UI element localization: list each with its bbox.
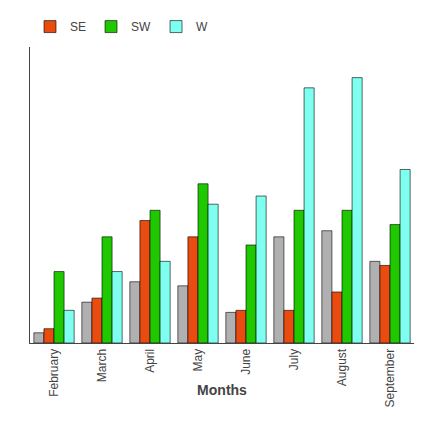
svg-text:May: May	[191, 349, 205, 372]
svg-text:SW: SW	[131, 20, 151, 34]
svg-text:April: April	[143, 349, 157, 373]
svg-text:July: July	[287, 349, 301, 370]
svg-text:June: June	[239, 348, 253, 374]
svg-text:W: W	[196, 20, 208, 34]
svg-text:August: August	[335, 348, 349, 386]
svg-text:February: February	[47, 349, 61, 397]
svg-text:March: March	[95, 349, 109, 382]
svg-text:September: September	[383, 349, 397, 408]
svg-text:Months: Months	[197, 382, 247, 398]
svg-text:SE: SE	[70, 20, 86, 34]
